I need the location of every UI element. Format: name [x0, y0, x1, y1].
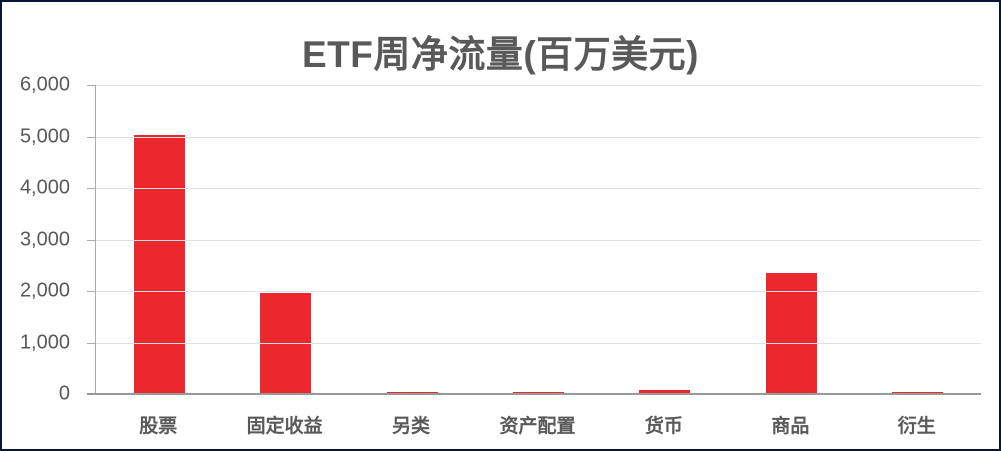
bar-slot — [96, 85, 222, 394]
chart-bar — [639, 390, 691, 394]
bar-slot — [222, 85, 348, 394]
x-axis-category-label: 固定收益 — [246, 416, 323, 437]
y-axis-tick-label: 4,000 — [19, 176, 70, 199]
chart-bar — [133, 135, 185, 394]
x-axis-category-label: 衍生 — [897, 416, 936, 437]
bar-series — [96, 85, 981, 394]
chart-bar — [765, 273, 817, 394]
plot-area — [87, 85, 981, 395]
gridline — [96, 85, 981, 86]
gridline — [96, 291, 981, 292]
y-axis-tick-label: 6,000 — [19, 73, 70, 96]
y-axis-tick-label: 3,000 — [19, 228, 70, 250]
x-axis-category-label: 股票 — [139, 416, 178, 437]
chart-title: ETF周净流量(百万美元) — [301, 34, 700, 75]
x-axis-category-label: 商品 — [771, 416, 810, 437]
bar-slot — [728, 85, 854, 394]
y-axis-tick — [87, 342, 96, 344]
gridline — [96, 239, 981, 241]
y-axis-tick — [87, 85, 96, 86]
y-axis-labels: 6,000 5,000 4,000 3,000 2,000 1,000 0 — [2, 74, 70, 405]
x-axis-labels: 股票 固定收益 另类 资产配置 货币 商品 衍生 — [95, 411, 980, 438]
x-axis-line — [87, 393, 981, 395]
y-axis-tick-label: 2,000 — [19, 279, 70, 302]
gridline — [96, 342, 981, 344]
y-axis-tick-label: 0 — [58, 382, 70, 405]
gridline — [96, 188, 981, 189]
y-axis-tick — [87, 239, 96, 241]
y-axis-tick-label: 5,000 — [19, 125, 70, 147]
gridline — [96, 136, 981, 138]
x-axis-category-label: 资产配置 — [499, 416, 576, 437]
x-axis-category-label: 另类 — [392, 416, 431, 437]
chart-bar — [260, 293, 312, 394]
y-axis-tick-label: 1,000 — [19, 331, 70, 353]
x-axis-category-label: 货币 — [644, 416, 683, 437]
bar-slot — [602, 85, 728, 394]
y-axis-tick — [87, 136, 96, 138]
y-axis-tick — [87, 291, 96, 292]
y-axis-tick — [87, 188, 96, 189]
